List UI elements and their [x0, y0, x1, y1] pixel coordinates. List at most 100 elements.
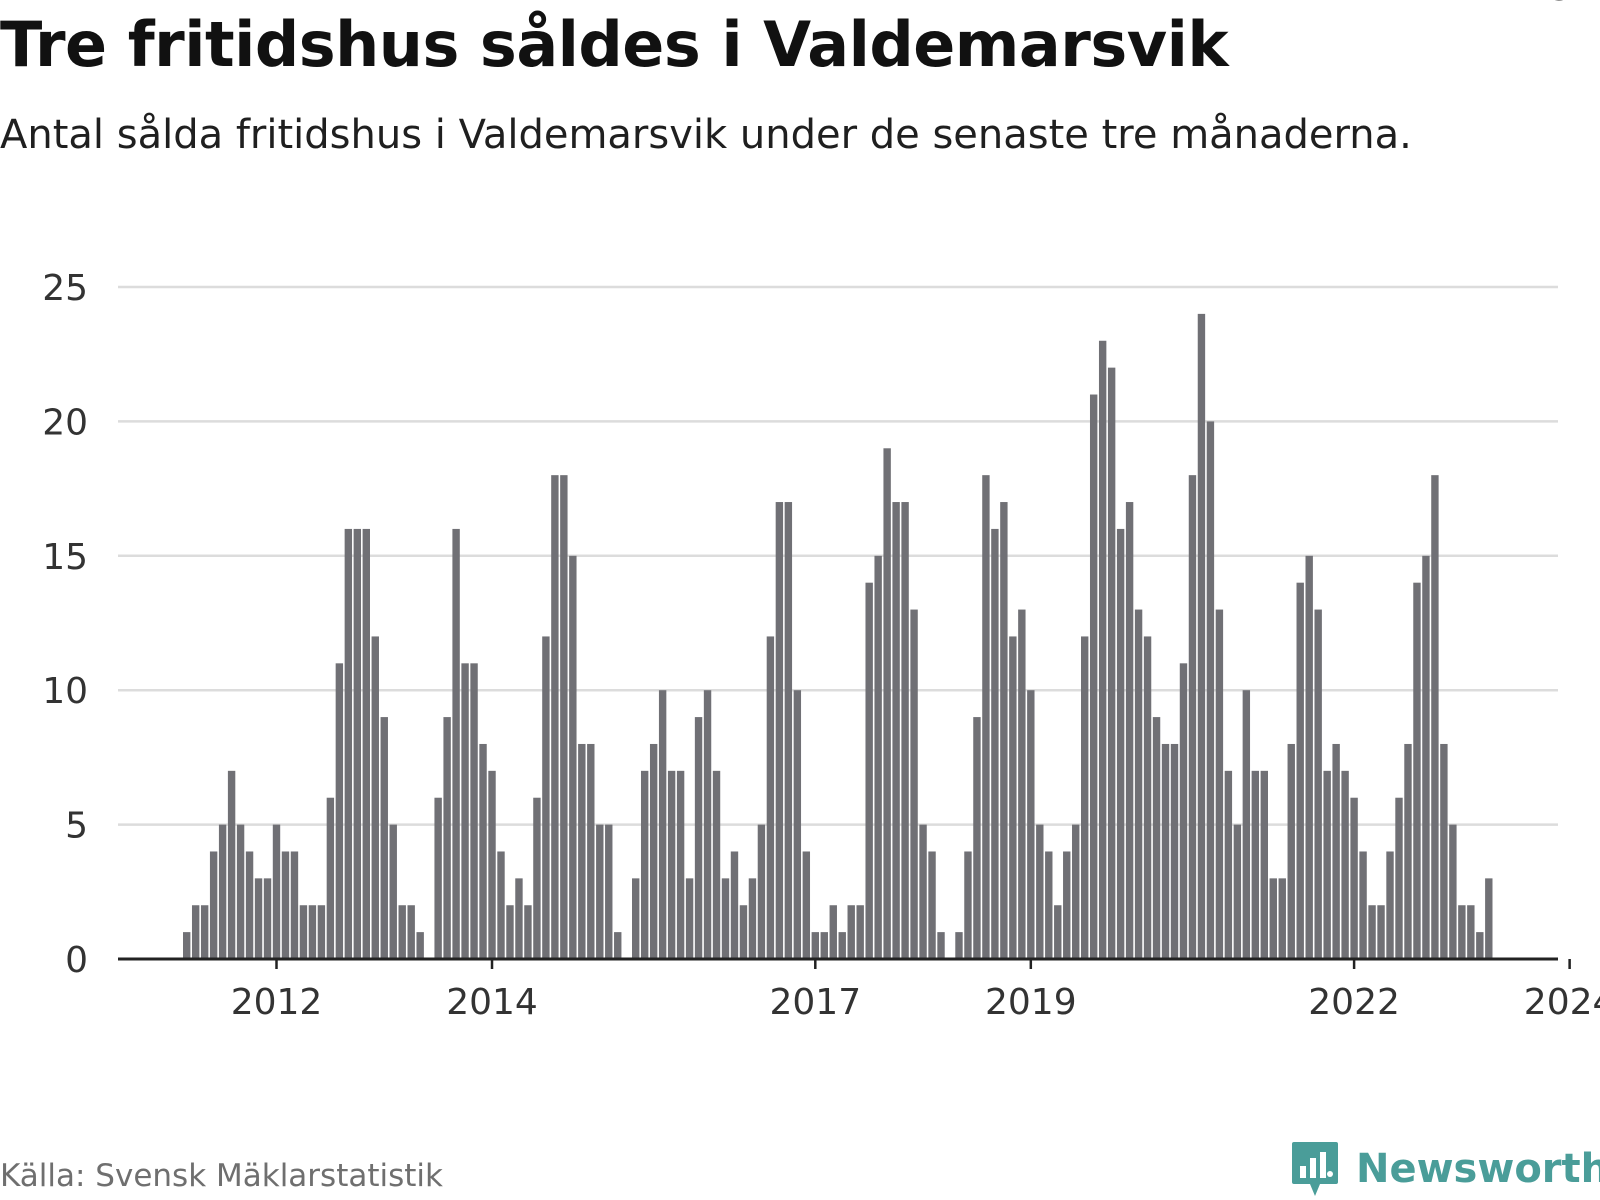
- bar: [838, 932, 846, 959]
- bar: [1269, 878, 1277, 959]
- source-note: Källa: Svensk Mäklarstatistik: [0, 1158, 443, 1194]
- bar: [569, 555, 577, 959]
- bar: [1107, 367, 1116, 959]
- bar: [667, 770, 676, 959]
- bar: [299, 905, 308, 959]
- bar: [209, 851, 218, 959]
- bar: [856, 905, 864, 959]
- bar: [847, 905, 855, 959]
- bar: [1072, 824, 1080, 959]
- bar: [1413, 582, 1421, 959]
- bar: [1242, 690, 1251, 959]
- x-tick-label: 2022: [1308, 982, 1400, 1023]
- bar: [416, 932, 424, 959]
- x-tick-label: 2014: [446, 982, 538, 1023]
- bar: [1395, 797, 1403, 959]
- bar: [910, 609, 918, 959]
- bar: [371, 636, 379, 959]
- bar: [928, 851, 936, 959]
- bar: [236, 824, 245, 959]
- bar: [937, 932, 945, 959]
- bar: [1440, 743, 1448, 959]
- bar: [587, 743, 595, 959]
- bar: [1045, 851, 1053, 959]
- bar: [281, 851, 290, 959]
- bar: [1359, 851, 1367, 959]
- bar: [183, 932, 191, 959]
- bar: [1197, 313, 1206, 959]
- bar: [1377, 905, 1385, 959]
- bar: [955, 932, 963, 959]
- bar: [964, 851, 972, 959]
- bar: [389, 824, 397, 959]
- x-tick-label: 2024: [1524, 982, 1600, 1023]
- bar: [694, 717, 703, 959]
- x-axis: [118, 957, 1571, 969]
- bar: [506, 905, 514, 959]
- bar: [632, 878, 640, 959]
- annotations: 3: [1544, 0, 1577, 44]
- bar: [748, 878, 757, 959]
- bar: [766, 636, 775, 959]
- highlight-value-label: 3: [1549, 0, 1572, 9]
- bar: [811, 932, 819, 959]
- bar: [1081, 636, 1089, 959]
- bar: [757, 824, 766, 959]
- bars: [183, 313, 1493, 959]
- bar: [614, 932, 622, 959]
- y-tick-label: 15: [42, 537, 88, 578]
- highlight-label-background: [1544, 0, 1577, 44]
- bar: [1161, 743, 1170, 959]
- bar: [820, 932, 828, 959]
- brand-logo: Newsworthy: [1290, 1140, 1600, 1198]
- bar: [245, 851, 254, 959]
- bar: [649, 743, 658, 959]
- bar: [1368, 905, 1376, 959]
- bar: [533, 797, 541, 959]
- bar: [1476, 932, 1484, 959]
- bar: [470, 663, 478, 959]
- bar: [1089, 394, 1098, 959]
- bar: [1350, 797, 1358, 959]
- bar: [919, 824, 927, 959]
- bar: [335, 663, 344, 959]
- bar: [1251, 770, 1260, 959]
- bar: [353, 528, 362, 959]
- bar: [524, 905, 532, 959]
- bar: [407, 905, 415, 959]
- bar: [596, 824, 604, 959]
- bar: [739, 905, 748, 959]
- newsworthy-logo-icon: [1292, 1142, 1338, 1196]
- bar: [1296, 582, 1304, 959]
- bar: [1134, 609, 1143, 959]
- bar: [1332, 743, 1340, 959]
- bar: [434, 797, 442, 959]
- bar: [344, 528, 353, 959]
- bar: [218, 824, 227, 959]
- bar: [883, 448, 891, 959]
- bar: [874, 555, 882, 959]
- bar: [775, 502, 784, 959]
- bar: [479, 743, 487, 959]
- bar: [1287, 743, 1295, 959]
- bar: [1341, 770, 1349, 959]
- x-tick-label: 2012: [231, 982, 323, 1023]
- bar: [227, 770, 236, 959]
- bar: [1027, 690, 1035, 959]
- grid-lines: [118, 285, 1558, 826]
- bar: [1116, 528, 1125, 959]
- bar: [272, 824, 281, 959]
- bar: [1063, 851, 1071, 959]
- chart-subtitle: Antal sålda fritidshus i Valdemarsvik un…: [0, 112, 1412, 158]
- y-axis-labels: 0 5 10 15 20 25: [42, 268, 88, 981]
- bar: [973, 717, 981, 959]
- bar: [1485, 878, 1493, 959]
- bar: [784, 502, 793, 959]
- y-tick-label: 5: [65, 806, 88, 847]
- bar: [488, 770, 496, 959]
- bar: [1431, 475, 1439, 959]
- bar: [326, 797, 335, 959]
- bar: [1179, 663, 1188, 959]
- bar: [1098, 340, 1107, 959]
- bar: [461, 663, 469, 959]
